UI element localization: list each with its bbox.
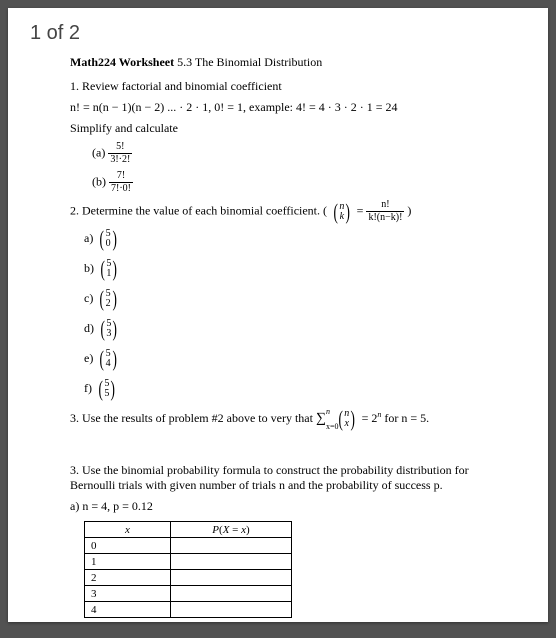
table-row: 0 [85, 538, 292, 554]
title-bold: Math224 Worksheet [70, 55, 174, 69]
document-content: Math224 Worksheet 5.3 The Binomial Distr… [8, 55, 548, 618]
simplify-a: (a) 5!3!·2! [70, 139, 488, 168]
page-indicator: 1 of 2 [8, 8, 548, 55]
factorial-def: n! = n(n − 1)(n − 2) ... · 2 · 1, 0! = 1… [70, 97, 488, 118]
binom-item: f) (55) [70, 376, 488, 402]
table-row: 2 [85, 570, 292, 586]
binom-list: a) (50) b) (51) c) (52) d) (53) e) (54) f) (5… [70, 226, 488, 406]
q3-a-params: a) n = 4, p = 0.12 [70, 496, 488, 517]
binom-item: c) (52) [70, 286, 488, 312]
q3-verify: 3. Use the results of problem #2 above t… [70, 406, 488, 432]
q1-heading: 1. Review factorial and binomial coeffic… [70, 76, 488, 97]
probability-table: x P(X = x) 01234 [84, 521, 292, 618]
col-x: x [85, 522, 171, 538]
q2-heading: 2. Determine the value of each binomial … [70, 197, 488, 226]
binom-item: d) (53) [70, 316, 488, 342]
simplify-b: (b) 7!7!·0! [70, 168, 488, 197]
binom-item: a) (50) [70, 226, 488, 252]
col-px: P(X = x) [171, 522, 292, 538]
title-rest: 5.3 The Binomial Distribution [174, 55, 322, 69]
table-row: 4 [85, 602, 292, 618]
table-row: 3 [85, 586, 292, 602]
page: 1 of 2 Math224 Worksheet 5.3 The Binomia… [8, 8, 548, 622]
worksheet-title: Math224 Worksheet 5.3 The Binomial Distr… [70, 55, 488, 76]
simplify-label: Simplify and calculate [70, 118, 488, 139]
binom-item: b) (51) [70, 256, 488, 282]
binom-item: e) (54) [70, 346, 488, 372]
table-row: 1 [85, 554, 292, 570]
table-body: 01234 [85, 538, 292, 618]
q3-construct: 3. Use the binomial probability formula … [70, 460, 488, 496]
